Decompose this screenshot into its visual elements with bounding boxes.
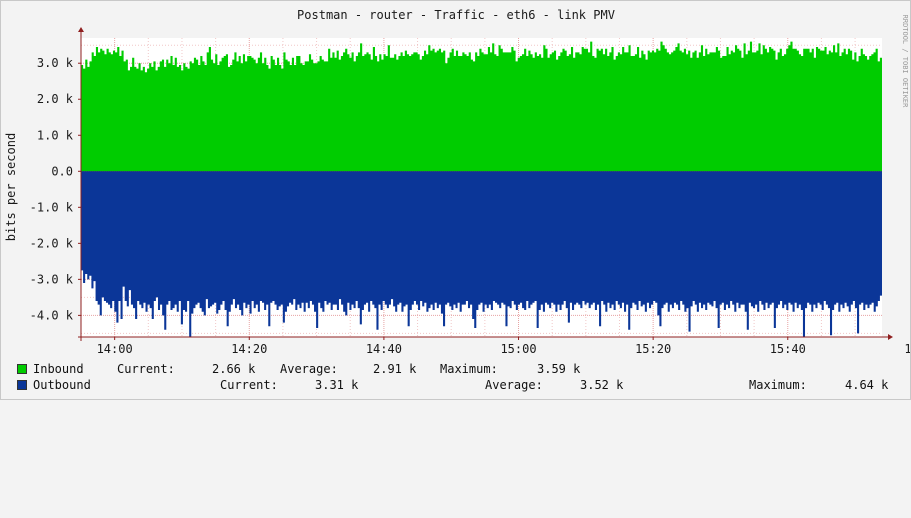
inbound-average-label: Average:: [280, 362, 338, 376]
outbound-maximum-label: Maximum:: [749, 378, 807, 392]
y-tick-label: -3.0 k: [30, 272, 74, 286]
y-axis-label: bits per second: [4, 133, 18, 241]
y-axis-arrow: [78, 27, 84, 32]
outbound-current-value: 3.31 k: [315, 378, 359, 392]
series-areas: [81, 41, 882, 337]
series-area-outbound: [81, 171, 882, 337]
x-tick-label: 15:20: [635, 342, 671, 356]
x-tick-label: 15:00: [500, 342, 536, 356]
x-tick-label: 14:40: [366, 342, 402, 356]
inbound-swatch: [17, 364, 27, 374]
outbound-average-label: Average:: [485, 378, 543, 392]
outbound-swatch: [17, 380, 27, 390]
traffic-chart: 3.0 k 2.0 k 1.0 k 0.0 -1.0 k -2.0 k -3.0 k -4.0…: [4, 8, 910, 356]
inbound-label: Inbound: [33, 362, 84, 376]
y-tick-label: -2.0 k: [30, 236, 74, 250]
outbound-average-value: 3.52 k: [580, 378, 624, 392]
x-axis-arrow: [888, 334, 893, 340]
y-tick-label: -4.0 k: [30, 308, 74, 322]
outbound-label: Outbound: [33, 378, 91, 392]
y-tick-label: 1.0 k: [37, 128, 74, 142]
inbound-maximum-label: Maximum:: [440, 362, 498, 376]
axes: [78, 27, 893, 341]
legend-outbound: Outbound Current: 3.31 k Average: 3.52 k…: [17, 378, 897, 392]
x-tick-labels: 14:0014:2014:4015:0015:2015:4016:0016:20…: [97, 337, 910, 356]
inbound-current-label: Current:: [117, 362, 175, 376]
inbound-maximum-value: 3.59 k: [537, 362, 581, 376]
y-tick-label: 3.0 k: [37, 56, 74, 70]
y-tick-label: 2.0 k: [37, 92, 74, 106]
y-tick-labels: 3.0 k 2.0 k 1.0 k 0.0 -1.0 k -2.0 k -3.0 k -4.0…: [30, 56, 81, 322]
inbound-current-value: 2.66 k: [212, 362, 256, 376]
outbound-maximum-value: 4.64 k: [845, 378, 889, 392]
graph-frame: 3.0 k 2.0 k 1.0 k 0.0 -1.0 k -2.0 k -3.0 k -4.0…: [0, 0, 911, 400]
y-tick-label: 0.0: [51, 164, 73, 178]
inbound-average-value: 2.91 k: [373, 362, 417, 376]
x-tick-label: 14:20: [231, 342, 267, 356]
x-tick-label: 16:00: [904, 342, 910, 356]
outbound-current-label: Current:: [220, 378, 278, 392]
y-tick-label: -1.0 k: [30, 200, 74, 214]
series-area-inbound: [81, 41, 882, 172]
x-tick-label: 14:00: [97, 342, 133, 356]
legend-inbound: Inbound Current: 2.66 k Average: 2.91 k …: [17, 362, 897, 376]
chart-title: Postman - router - Traffic - eth6 - link…: [297, 8, 615, 22]
x-tick-label: 15:40: [770, 342, 806, 356]
rrdtool-watermark: RRDTOOL / TOBI OETIKER: [901, 15, 909, 109]
